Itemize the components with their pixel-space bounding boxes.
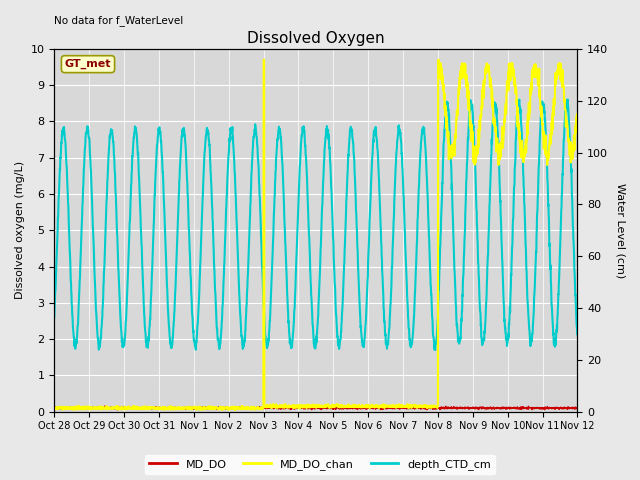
MD_DO [51,405,58,411]
MD_DO [332,405,339,411]
MD_DO [114,407,122,413]
Legend: MD_DO, MD_DO_chan, depth_CTD_cm: MD_DO, MD_DO_chan, depth_CTD_cm [145,455,495,474]
depth_CTD_cm [431,347,439,353]
depth_CTD_cm [468,101,476,107]
MD_DO_chan [468,132,476,138]
MD_DO [197,405,205,411]
Text: No data for f_WaterLevel: No data for f_WaterLevel [54,15,184,26]
depth_CTD_cm [515,97,523,103]
MD_DO [573,405,581,410]
Y-axis label: Water Level (cm): Water Level (cm) [615,183,625,278]
MD_DO_chan [542,148,550,154]
MD_DO [528,405,536,410]
depth_CTD_cm [196,263,204,268]
MD_DO_chan [332,404,339,409]
MD_DO [101,403,109,409]
Y-axis label: Dissolved oxygen (mg/L): Dissolved oxygen (mg/L) [15,161,25,300]
depth_CTD_cm [573,332,581,337]
depth_CTD_cm [51,315,58,321]
Title: Dissolved Oxygen: Dissolved Oxygen [247,31,385,46]
MD_DO_chan [260,57,268,62]
Text: GT_met: GT_met [65,59,111,69]
MD_DO [542,405,550,410]
MD_DO [342,406,350,411]
MD_DO_chan [573,111,581,117]
MD_DO [468,406,476,411]
depth_CTD_cm [331,280,339,286]
depth_CTD_cm [342,209,350,215]
MD_DO_chan [51,407,58,412]
MD_DO_chan [231,407,239,413]
MD_DO_chan [196,407,204,412]
Line: MD_DO: MD_DO [54,406,577,410]
MD_DO_chan [528,87,536,93]
Line: MD_DO_chan: MD_DO_chan [54,60,577,410]
depth_CTD_cm [528,334,536,339]
MD_DO_chan [342,404,350,409]
Line: depth_CTD_cm: depth_CTD_cm [54,100,577,350]
depth_CTD_cm [542,145,550,151]
